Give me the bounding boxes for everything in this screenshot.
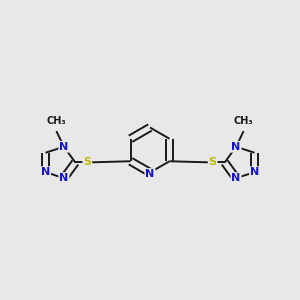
Text: S: S [209,158,217,167]
Text: N: N [41,167,50,177]
Text: N: N [232,173,241,183]
Text: CH₃: CH₃ [46,116,66,126]
Text: CH₃: CH₃ [234,116,254,126]
Text: N: N [59,173,68,183]
Text: S: S [83,158,91,167]
Text: N: N [232,142,241,152]
Text: N: N [250,167,259,177]
Text: N: N [59,142,68,152]
Text: N: N [146,169,154,179]
